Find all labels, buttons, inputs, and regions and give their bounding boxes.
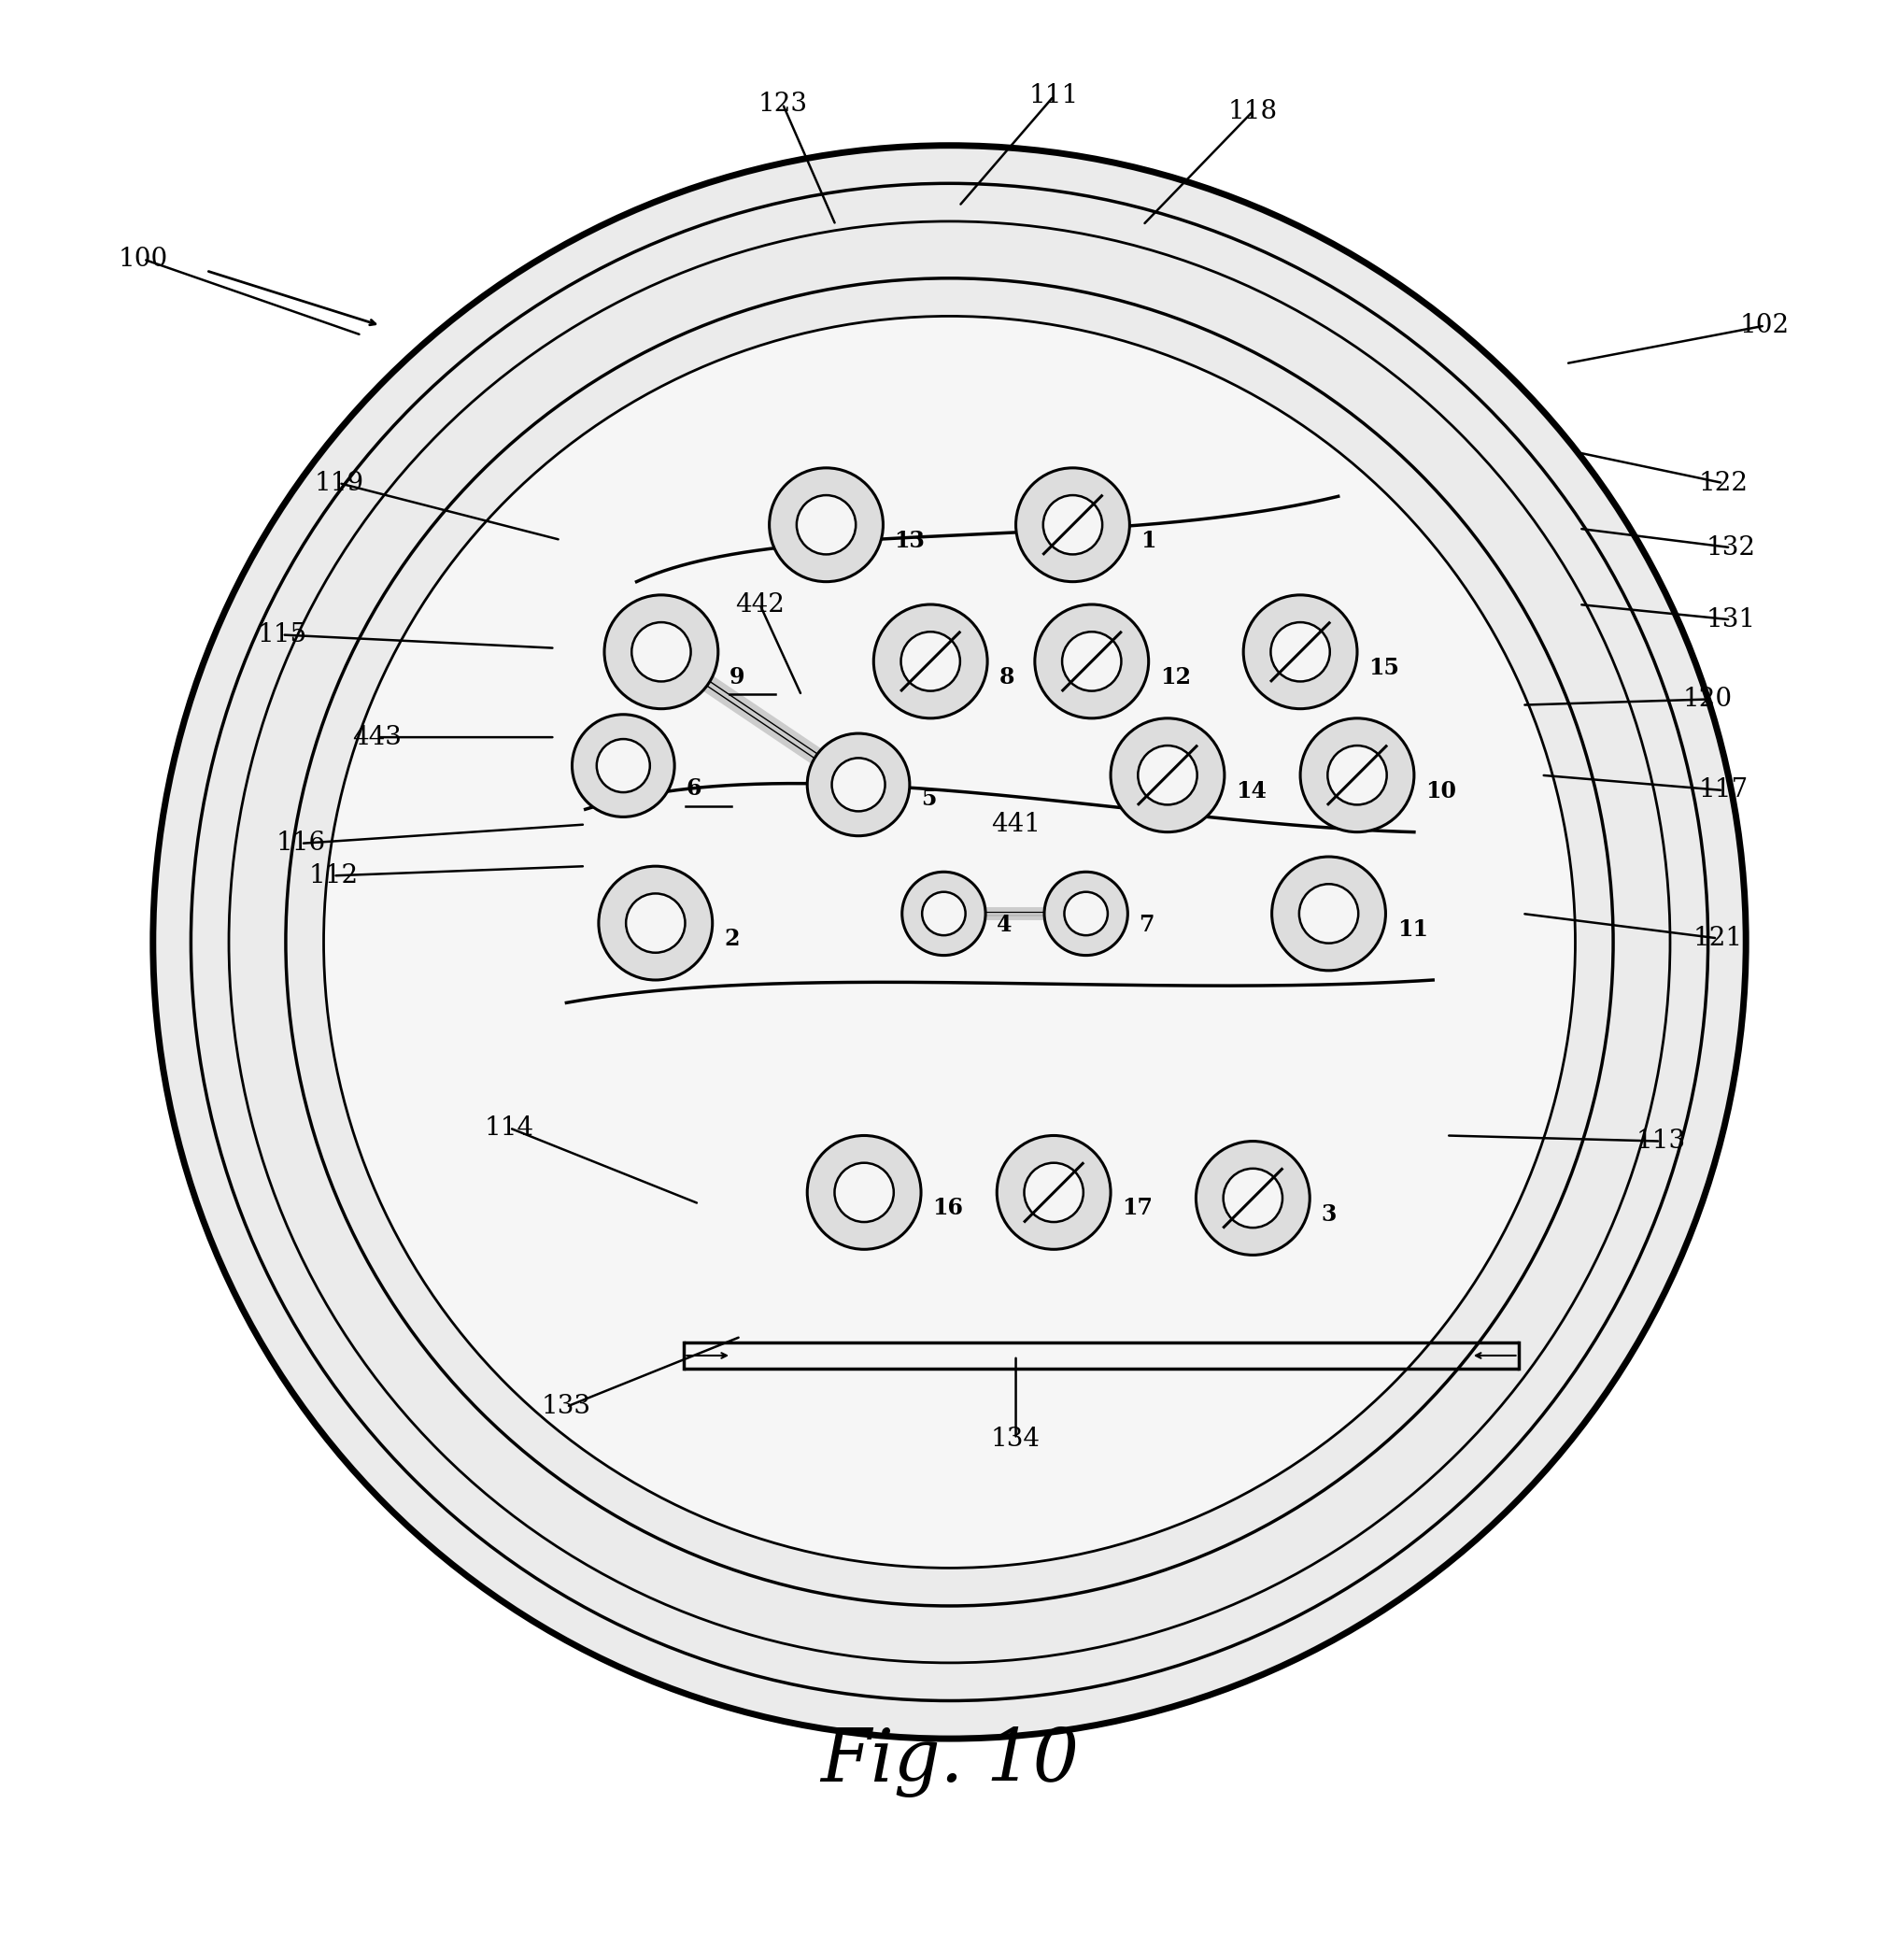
Text: 134: 134: [991, 1427, 1040, 1452]
Text: 102: 102: [1739, 314, 1788, 339]
Circle shape: [996, 1135, 1110, 1249]
Circle shape: [1023, 1162, 1084, 1221]
Circle shape: [807, 1135, 921, 1249]
Text: 14: 14: [1236, 780, 1266, 802]
Circle shape: [596, 739, 649, 792]
Text: 132: 132: [1704, 535, 1754, 561]
Circle shape: [154, 145, 1744, 1739]
Circle shape: [571, 715, 674, 817]
Text: 12: 12: [1160, 666, 1190, 688]
Text: 8: 8: [998, 666, 1014, 688]
Circle shape: [1015, 468, 1129, 582]
Text: 122: 122: [1697, 470, 1746, 496]
Text: 16: 16: [932, 1198, 962, 1219]
Text: 15: 15: [1368, 657, 1399, 678]
Text: 114: 114: [484, 1115, 533, 1141]
Text: 7: 7: [1139, 913, 1154, 937]
Text: 10: 10: [1425, 780, 1456, 802]
Text: 442: 442: [735, 592, 784, 617]
Circle shape: [797, 496, 856, 555]
Circle shape: [1300, 717, 1414, 833]
Circle shape: [1196, 1141, 1310, 1254]
Text: 9: 9: [729, 666, 744, 688]
Circle shape: [922, 892, 964, 935]
Circle shape: [831, 759, 884, 811]
Circle shape: [1243, 596, 1357, 710]
Text: 123: 123: [757, 90, 807, 116]
Text: 443: 443: [351, 725, 400, 751]
Circle shape: [1110, 717, 1224, 833]
Text: 111: 111: [1029, 84, 1078, 108]
Circle shape: [1272, 857, 1386, 970]
Circle shape: [323, 316, 1575, 1568]
Circle shape: [902, 872, 985, 955]
Text: 1: 1: [1141, 529, 1156, 553]
Text: 131: 131: [1704, 608, 1756, 633]
Text: 4: 4: [996, 913, 1012, 937]
Text: 119: 119: [313, 470, 364, 496]
Text: 113: 113: [1634, 1129, 1685, 1154]
Text: 100: 100: [118, 247, 169, 272]
Text: 118: 118: [1228, 98, 1277, 123]
Text: 2: 2: [723, 927, 738, 951]
Circle shape: [604, 596, 717, 710]
Circle shape: [1042, 496, 1101, 555]
Circle shape: [873, 604, 987, 717]
Text: 441: 441: [991, 811, 1040, 837]
Circle shape: [833, 1162, 894, 1221]
Circle shape: [1044, 872, 1127, 955]
Text: 13: 13: [894, 529, 924, 553]
Circle shape: [632, 621, 691, 682]
Text: Fig. 10: Fig. 10: [820, 1727, 1078, 1797]
Circle shape: [626, 894, 685, 953]
Text: 117: 117: [1697, 778, 1748, 804]
Circle shape: [1137, 745, 1196, 806]
Text: 133: 133: [541, 1394, 590, 1419]
Text: 115: 115: [256, 621, 307, 647]
Circle shape: [1063, 892, 1107, 935]
Text: 3: 3: [1321, 1203, 1336, 1225]
Text: 121: 121: [1691, 925, 1742, 951]
Circle shape: [807, 733, 909, 835]
Text: 17: 17: [1122, 1198, 1152, 1219]
Circle shape: [1298, 884, 1357, 943]
Circle shape: [900, 631, 960, 692]
Text: 120: 120: [1682, 686, 1733, 711]
Text: 5: 5: [921, 788, 936, 809]
Circle shape: [598, 866, 712, 980]
Circle shape: [1222, 1168, 1281, 1227]
Circle shape: [769, 468, 883, 582]
Text: 116: 116: [275, 831, 326, 857]
Circle shape: [1061, 631, 1120, 692]
Circle shape: [1034, 604, 1148, 717]
Circle shape: [1270, 621, 1329, 682]
Circle shape: [1327, 745, 1386, 806]
Text: 6: 6: [685, 778, 700, 800]
Text: 112: 112: [307, 862, 359, 888]
Text: 11: 11: [1397, 919, 1427, 941]
